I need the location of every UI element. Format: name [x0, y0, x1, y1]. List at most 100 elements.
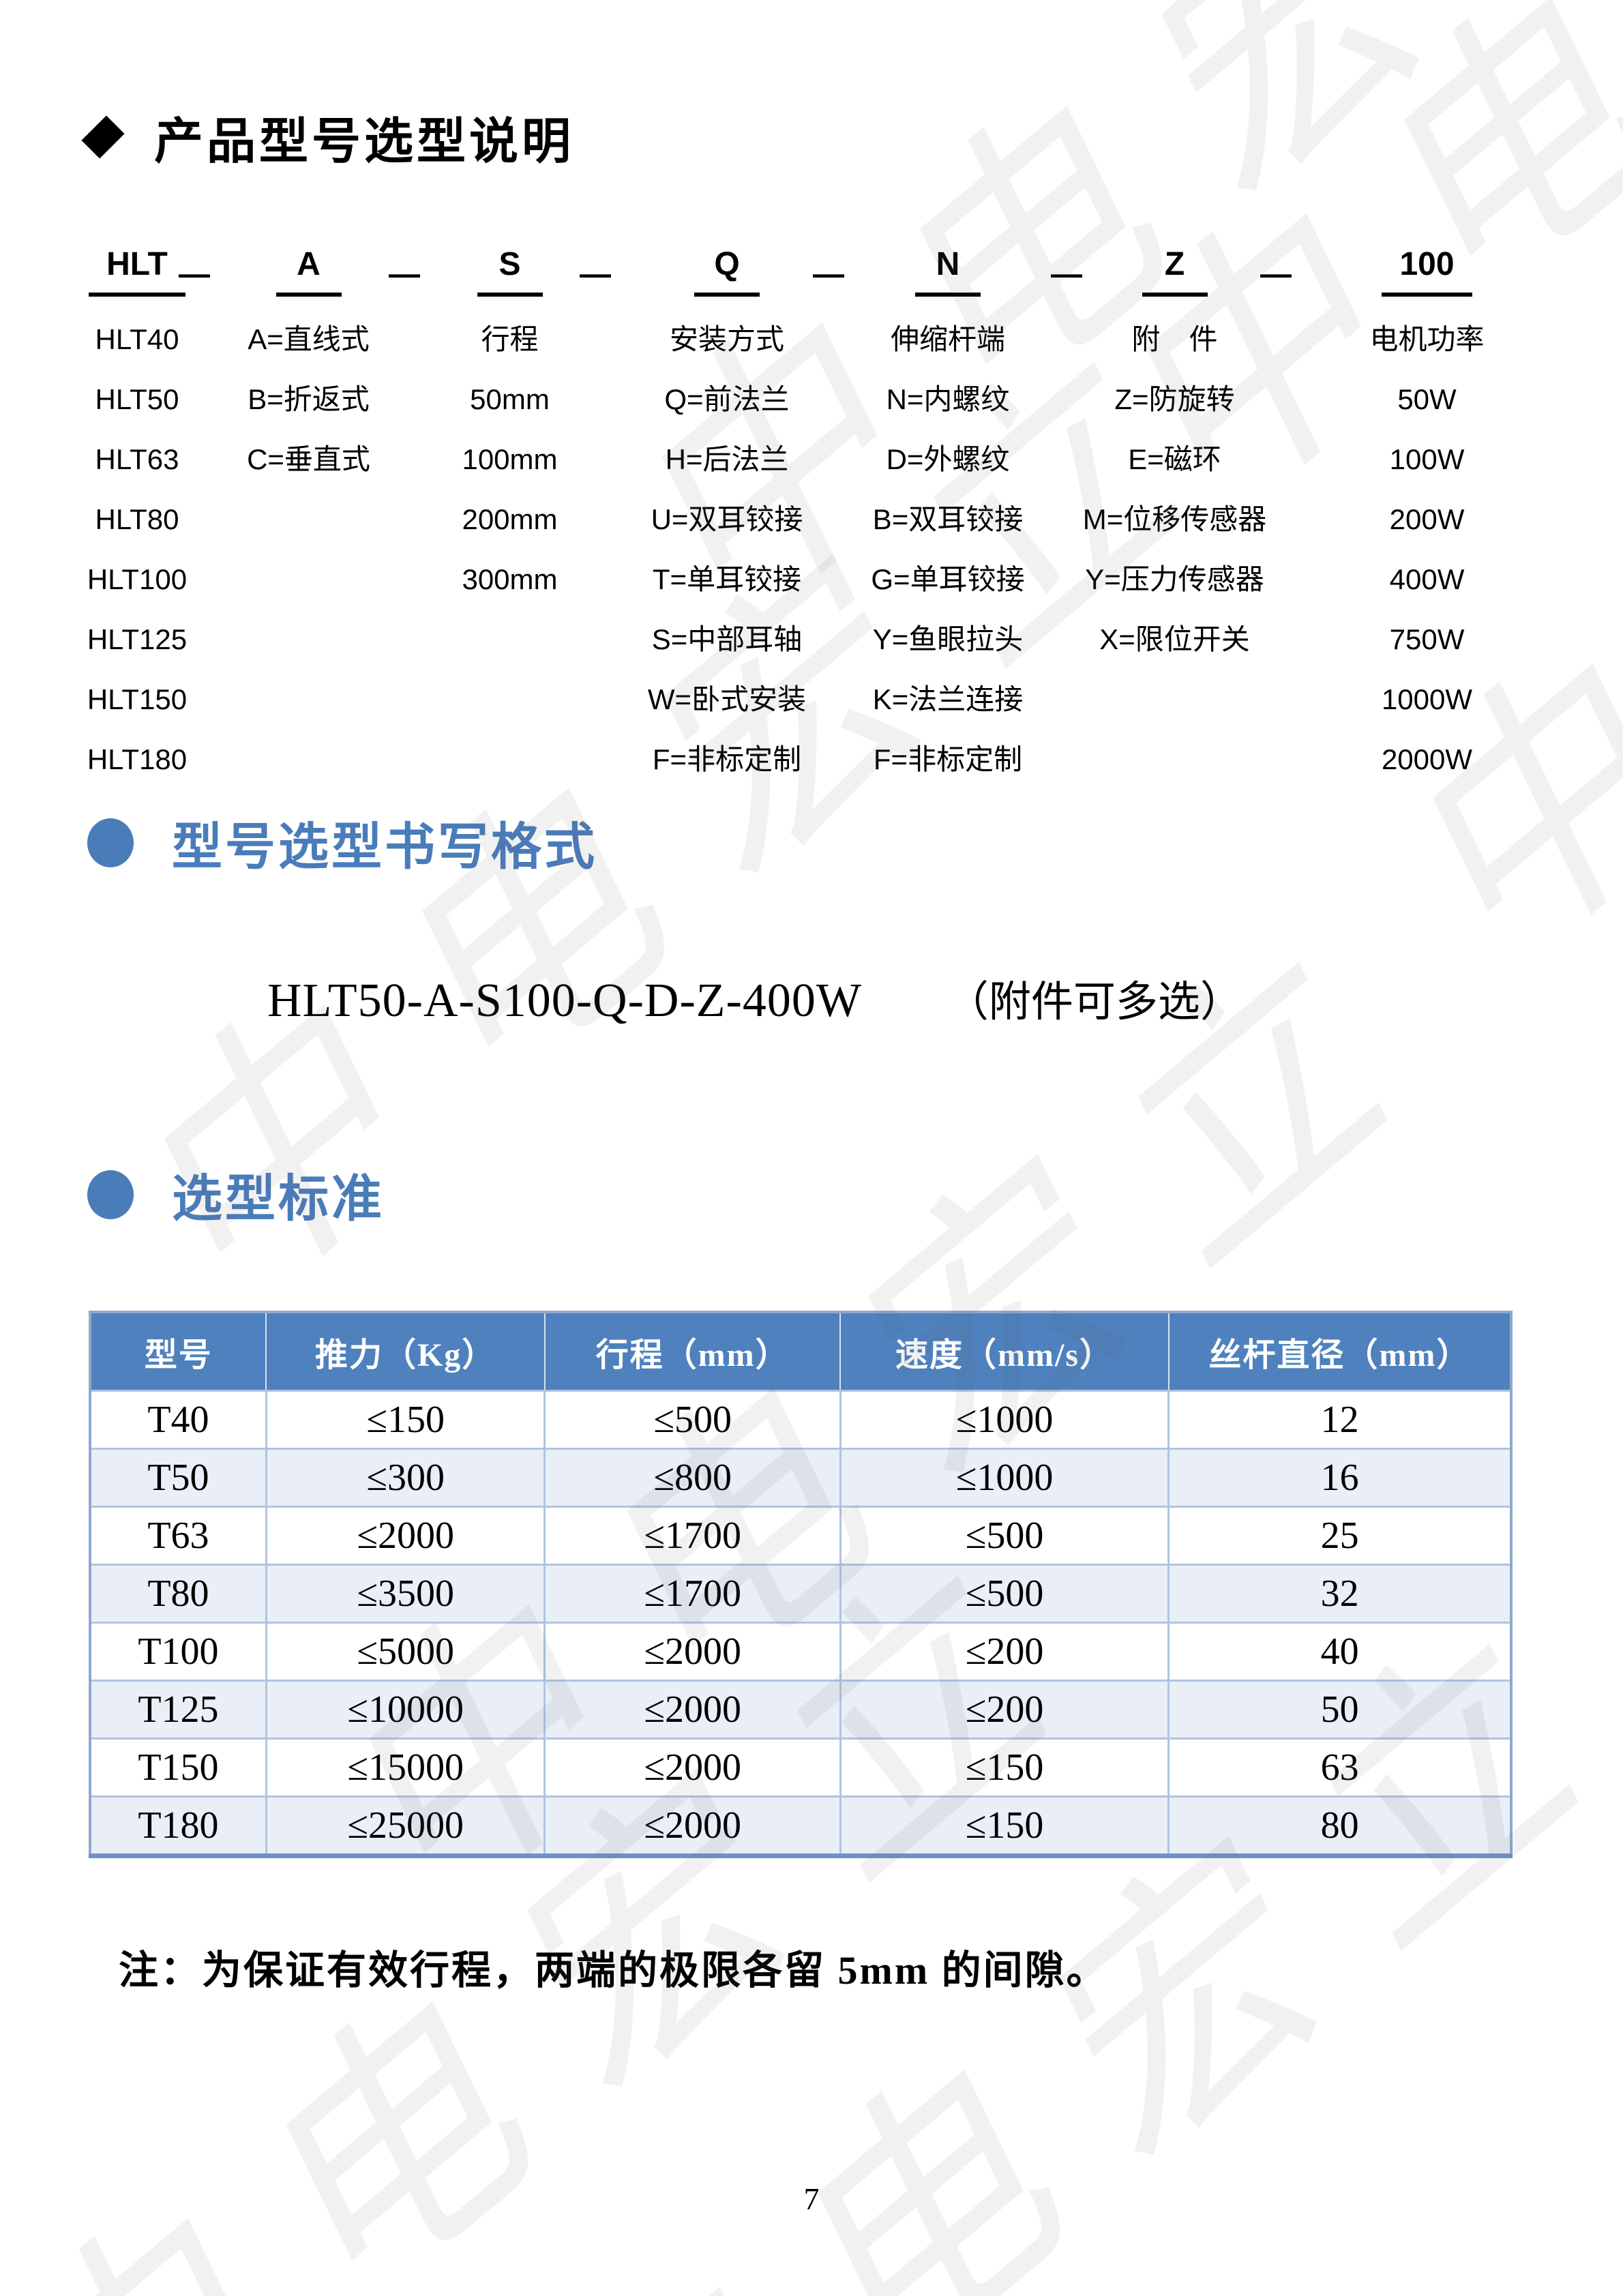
table-cell: ≤150: [839, 1738, 1170, 1798]
diamond-bullet-icon: [81, 115, 125, 159]
table-cell: ≤15000: [265, 1738, 546, 1798]
code-option: U=双耳铰接: [651, 503, 803, 535]
code-option: W=卧式安装: [647, 683, 807, 715]
code-option: 100mm: [462, 443, 558, 475]
dash-separator: —: [580, 256, 611, 291]
dash-separator: —: [179, 256, 210, 291]
code-option: Z=防旋转: [1114, 383, 1235, 415]
column-header-stroke: 行程（mm）: [544, 1311, 842, 1392]
table-cell: ≤1700: [544, 1564, 842, 1624]
code-option: 1000W: [1381, 683, 1473, 715]
standards-table: 型号 推力（Kg） 行程（mm） 速度（mm/s） 丝杆直径（mm） T40 ≤…: [89, 1311, 1513, 1858]
code-header: Q: [694, 245, 760, 297]
column-header-speed: 速度（mm/s）: [839, 1311, 1170, 1392]
section-standard: 选型标准: [87, 1158, 385, 1231]
page-number: 7: [803, 2181, 820, 2216]
code-option: 2000W: [1381, 743, 1473, 775]
table-cell: 25: [1167, 1506, 1513, 1566]
code-option: B=折返式: [248, 383, 370, 415]
code-option: 附 件: [1131, 323, 1218, 355]
table-row: T80 ≤3500 ≤1700 ≤500 32: [89, 1564, 1513, 1624]
table-cell: ≤300: [265, 1448, 546, 1508]
circle-bullet-icon: [87, 1169, 134, 1219]
example-row: HLT50-A-S100-Q-D-Z-400W （附件可多选）: [267, 967, 1242, 1028]
section-heading-format: 型号选型书写格式: [172, 820, 597, 876]
code-option: HLT63: [95, 443, 179, 475]
table-cell: 16: [1167, 1448, 1513, 1508]
table-cell: ≤2000: [544, 1795, 842, 1857]
code-column-accessory: Z 附 件 Z=防旋转 E=磁环 M=位移传感器 Y=压力传感器 X=限位开关: [1057, 240, 1292, 670]
section-format: 型号选型书写格式: [87, 806, 597, 879]
code-option: HLT50: [95, 383, 179, 415]
code-option: X=限位开关: [1099, 623, 1250, 655]
dash-separator: —: [389, 256, 420, 291]
code-option: Y=压力传感器: [1085, 563, 1264, 595]
table-cell: T100: [89, 1622, 267, 1682]
table-cell: T150: [89, 1738, 267, 1798]
code-column-series: HLT HLT40 HLT50 HLT63 HLT80 HLT100 HLT12…: [61, 240, 213, 790]
table-cell: 63: [1167, 1738, 1513, 1798]
code-option: Y=鱼眼拉头: [872, 623, 1024, 655]
table-cell: T125: [89, 1680, 267, 1740]
code-option: C=垂直式: [247, 443, 370, 475]
dash-separator: —: [1051, 256, 1082, 291]
table-cell: ≤2000: [544, 1622, 842, 1682]
code-column-mounting: Q 安装方式 Q=前法兰 H=后法兰 U=双耳铰接 T=单耳铰接 S=中部耳轴 …: [615, 240, 839, 790]
example-remark: （附件可多选）: [946, 979, 1242, 1026]
code-column-motor-power: 100 电机功率 50W 100W 200W 400W 750W 1000W 2…: [1292, 240, 1562, 790]
code-option: F=非标定制: [873, 743, 1023, 775]
code-option: 50mm: [470, 383, 550, 415]
code-option: B=双耳铰接: [872, 503, 1024, 535]
table-cell: ≤2000: [544, 1738, 842, 1798]
table-cell: ≤500: [839, 1564, 1170, 1624]
table-row: T180 ≤25000 ≤2000 ≤150 80: [89, 1795, 1513, 1857]
table-cell: T80: [89, 1564, 267, 1624]
table-cell: ≤25000: [265, 1795, 546, 1857]
code-option: N=内螺纹: [886, 383, 1010, 415]
code-header: S: [477, 245, 543, 297]
code-option: G=单耳铰接: [871, 563, 1025, 595]
table-cell: ≤200: [839, 1680, 1170, 1740]
table-cell: ≤500: [544, 1390, 842, 1450]
code-option: Q=前法兰: [664, 383, 790, 415]
code-option: 200W: [1389, 503, 1465, 535]
dash-separator: —: [813, 256, 844, 291]
code-option: HLT180: [87, 743, 188, 775]
table-cell: ≤2000: [544, 1680, 842, 1740]
circle-bullet-icon: [87, 818, 134, 867]
table-cell: 12: [1167, 1390, 1513, 1450]
code-option: HLT40: [95, 323, 179, 355]
code-header: 100: [1382, 245, 1472, 297]
table-cell: ≤1700: [544, 1506, 842, 1566]
code-option: HLT100: [87, 563, 188, 595]
code-header: A: [276, 245, 342, 297]
table-cell: T63: [89, 1506, 267, 1566]
table-cell: ≤1000: [839, 1448, 1170, 1508]
code-option: HLT125: [87, 623, 188, 655]
table-cell: ≤2000: [265, 1506, 546, 1566]
code-option: F=非标定制: [652, 743, 802, 775]
table-cell: ≤150: [265, 1390, 546, 1450]
table-cell: ≤10000: [265, 1680, 546, 1740]
table-row: T125 ≤10000 ≤2000 ≤200 50: [89, 1680, 1513, 1740]
code-option: H=后法兰: [665, 443, 789, 475]
code-option: K=法兰连接: [872, 683, 1024, 715]
table-row: T63 ≤2000 ≤1700 ≤500 25: [89, 1506, 1513, 1566]
code-option: 安装方式: [669, 323, 784, 355]
table-cell: ≤800: [544, 1448, 842, 1508]
table-cell: ≤3500: [265, 1564, 546, 1624]
table-row: T40 ≤150 ≤500 ≤1000 12: [89, 1390, 1513, 1450]
note-text: 注：为保证有效行程，两端的极限各留 5mm 的间隙。: [119, 1948, 1108, 1993]
table-cell: 40: [1167, 1622, 1513, 1682]
code-option: HLT80: [95, 503, 179, 535]
table-cell: ≤500: [839, 1506, 1170, 1566]
code-option: T=单耳铰接: [652, 563, 802, 595]
example-model: HLT50-A-S100-Q-D-Z-400W: [267, 974, 862, 1027]
code-option: A=直线式: [248, 323, 370, 355]
code-option: E=磁环: [1128, 443, 1221, 475]
code-option: 伸缩杆端: [890, 323, 1005, 355]
table-cell: ≤5000: [265, 1622, 546, 1682]
table-cell: T50: [89, 1448, 267, 1508]
model-code-diagram: — — — — — — HLT HLT40 HLT50 HLT63 HLT80 …: [61, 240, 1562, 799]
